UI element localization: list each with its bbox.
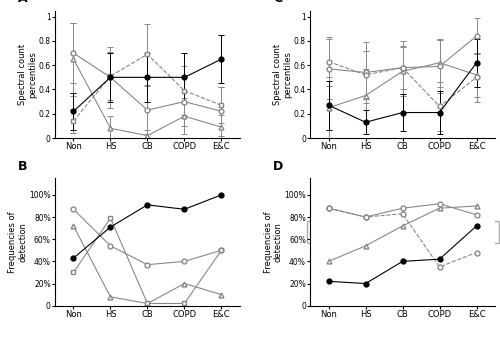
Line: MUC5AC: MUC5AC [71,216,224,306]
SCGB1A1 [182,259,188,263]
AZGP1 [108,295,114,299]
MUC5AC [144,301,150,306]
DEFA1&3 [218,193,224,197]
IGHG1 [362,215,368,219]
AZGP1 [218,293,224,297]
Y-axis label: Frequencies of
detection: Frequencies of detection [264,211,283,273]
IGHG1 [400,206,406,210]
Y-axis label: Spectral count
percentiles: Spectral count percentiles [18,44,38,105]
Line: SCGB1A1: SCGB1A1 [71,207,224,267]
Y-axis label: Frequencies of
detection: Frequencies of detection [8,211,28,273]
SCGB1A1 [108,244,114,248]
C20orf114 [326,259,332,263]
Legend: AZGP1  P=0.009, MUC5AC  P=0.004, SCGB1A1  P=0.064, DEFA1&3  P=0.12: AZGP1 P=0.009, MUC5AC P=0.004, SCGB1A1 P… [58,221,237,243]
MUC5AC [108,216,114,220]
MUC5AC [70,270,76,275]
HIST2H2BE [362,281,368,286]
Legend: C20orf114  P=0.014, IGJ  P=0.053, IGHG1  P<10⁻⁶, HIST2H2BE  P=0.035: C20orf114 P=0.014, IGJ P=0.053, IGHG1 P<… [306,221,498,243]
MUC5AC [218,248,224,252]
AZGP1 [70,224,76,228]
IGHG1 [326,206,332,210]
Text: C: C [273,0,282,6]
C20orf114 [474,204,480,208]
DEFA1&3 [182,207,188,211]
Line: HIST2H2BE: HIST2H2BE [326,223,479,286]
IGJ [474,250,480,255]
HIST2H2BE [436,257,442,261]
Y-axis label: Spectral count
percentiles: Spectral count percentiles [273,44,292,105]
DEFA1&3 [144,203,150,207]
SCGB1A1 [70,207,76,211]
DEFA1&3 [108,225,114,229]
Line: IGHG1: IGHG1 [326,201,479,220]
MUC5AC [182,301,188,306]
SCGB1A1 [218,248,224,252]
Line: C20orf114: C20orf114 [326,204,479,264]
Line: AZGP1: AZGP1 [71,223,224,306]
HIST2H2BE [474,224,480,228]
IGJ [436,265,442,269]
AZGP1 [182,281,188,286]
Line: IGJ: IGJ [326,206,479,269]
HIST2H2BE [400,259,406,263]
IGJ [400,211,406,216]
SCGB1A1 [144,263,150,267]
C20orf114 [436,206,442,210]
IGHG1 [474,213,480,217]
IGHG1 [436,202,442,206]
Text: A: A [18,0,28,6]
DEFA1&3 [70,256,76,260]
C20orf114 [362,244,368,248]
C20orf114 [400,224,406,228]
Text: D: D [273,160,283,173]
Text: B: B [18,160,28,173]
HIST2H2BE [326,279,332,283]
AZGP1 [144,301,150,306]
Line: DEFA1&3: DEFA1&3 [71,192,224,261]
IGJ [362,215,368,219]
IGJ [326,206,332,210]
